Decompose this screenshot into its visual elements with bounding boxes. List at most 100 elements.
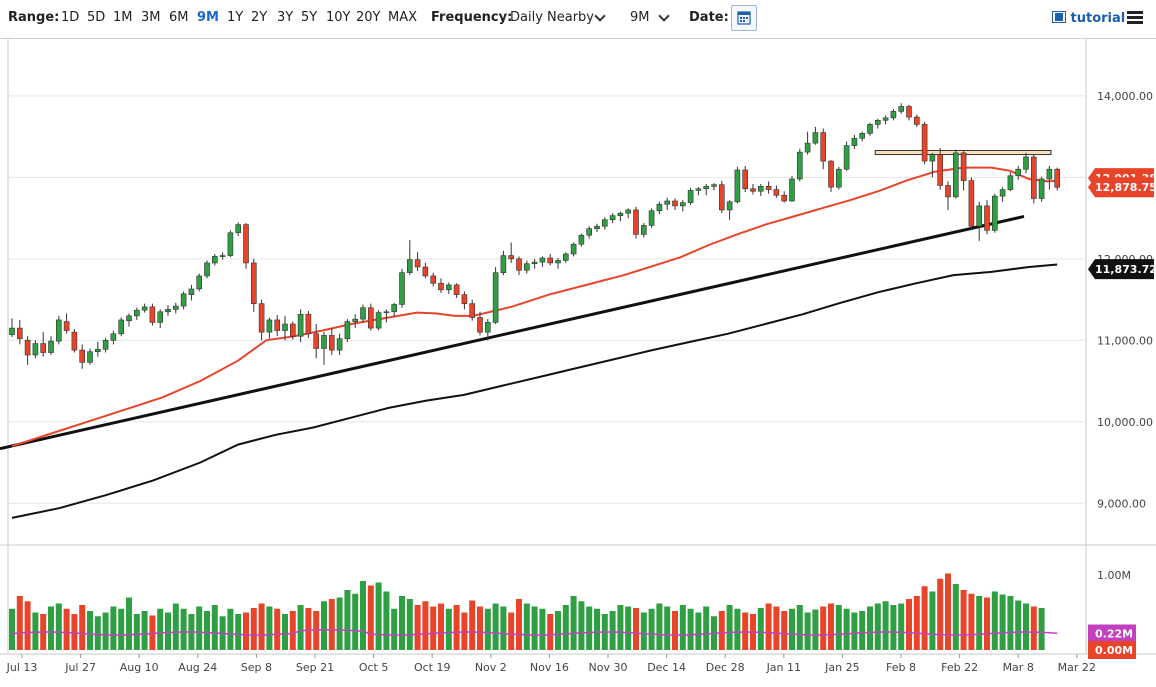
volume-bar xyxy=(531,606,538,650)
candle-body xyxy=(219,255,226,257)
range-button-1d[interactable]: 1D xyxy=(61,10,80,25)
x-tick-label: Sep 8 xyxy=(241,661,272,674)
candle-body xyxy=(375,312,382,329)
frequency-label: Frequency: xyxy=(431,10,513,25)
candle-body xyxy=(874,120,881,125)
range-button-1y[interactable]: 1Y xyxy=(227,10,244,25)
candle-body xyxy=(570,243,577,255)
volume-bar xyxy=(984,597,990,650)
candle-body xyxy=(718,184,725,211)
volume-bar xyxy=(94,616,101,650)
range-button-max[interactable]: MAX xyxy=(388,10,418,25)
range-button-3m[interactable]: 3M xyxy=(141,10,161,25)
range-button-2y[interactable]: 2Y xyxy=(251,10,268,25)
volume-bar xyxy=(484,608,491,650)
candle-body xyxy=(640,225,647,235)
candle-body xyxy=(1023,156,1029,170)
candle-body xyxy=(24,340,31,356)
price-chart[interactable]: 9,000.0010,000.0011,000.0012,000.0013,00… xyxy=(0,39,1156,687)
price-tag-label: 12,878.75 xyxy=(1095,181,1156,194)
candle-body xyxy=(703,186,710,190)
volume-bar xyxy=(547,614,554,650)
volume-zero-tag xyxy=(1088,641,1136,659)
volume-bar xyxy=(945,573,951,650)
candle-body xyxy=(180,293,187,307)
volume-bar xyxy=(586,606,593,650)
range-button-9m[interactable]: 9M xyxy=(197,10,219,25)
candle-body xyxy=(134,309,140,317)
candle-body xyxy=(71,331,78,351)
candle-body xyxy=(820,132,827,162)
candle-body xyxy=(547,257,554,264)
y-tick-label: 9,000.00 xyxy=(1097,497,1146,510)
candle-body xyxy=(251,262,257,304)
volume-bar xyxy=(874,603,881,650)
volume-bar xyxy=(391,608,398,650)
tutorial-link[interactable]: tutorial xyxy=(1052,11,1125,26)
volume-bar xyxy=(570,596,577,650)
range-button-10y[interactable]: 10Y xyxy=(326,10,351,25)
candle-body xyxy=(882,117,889,121)
price-tag xyxy=(1088,259,1154,280)
volume-bar xyxy=(929,591,936,650)
candle-body xyxy=(906,106,912,118)
candle-body xyxy=(648,210,655,226)
volume-bar xyxy=(414,605,421,650)
ma50-line xyxy=(11,166,1058,448)
volume-bar xyxy=(430,606,437,650)
volume-bar xyxy=(820,606,827,650)
frequency-select[interactable]: Daily Nearby xyxy=(510,10,595,25)
volume-bar xyxy=(211,605,218,650)
x-tick-label: Feb 22 xyxy=(941,661,978,674)
candle-body xyxy=(523,263,530,271)
volume-bar xyxy=(672,611,678,650)
period-select[interactable]: 9M xyxy=(630,10,650,25)
range-button-6m[interactable]: 6M xyxy=(169,10,189,25)
candle-body xyxy=(789,178,795,202)
range-button-1m[interactable]: 1M xyxy=(113,10,133,25)
volume-bar xyxy=(469,600,476,650)
candle-body xyxy=(601,219,608,227)
x-tick-label: Oct 19 xyxy=(414,661,451,674)
volume-bar xyxy=(71,614,78,650)
candle-body xyxy=(406,259,413,273)
range-button-20y[interactable]: 20Y xyxy=(356,10,381,25)
candle-body xyxy=(968,180,975,227)
candle-body xyxy=(508,255,515,260)
range-button-5d[interactable]: 5D xyxy=(87,10,106,25)
candle-body xyxy=(484,322,491,333)
volume-bar xyxy=(882,601,889,650)
candle-body xyxy=(360,307,366,320)
candle-body xyxy=(578,234,585,245)
volume-bar xyxy=(999,594,1006,650)
volume-bar xyxy=(1015,600,1022,650)
volume-bar xyxy=(126,597,132,650)
range-button-3y[interactable]: 3Y xyxy=(277,10,294,25)
volume-bar xyxy=(781,611,788,650)
volume-bar xyxy=(726,605,733,650)
volume-bar xyxy=(664,606,671,650)
volume-bar xyxy=(773,606,780,650)
candle-body xyxy=(859,133,866,139)
chevron-down-icon[interactable] xyxy=(594,10,606,22)
volume-bar xyxy=(235,614,242,650)
candle-body xyxy=(555,260,561,264)
volume-bar xyxy=(352,593,359,650)
candle-body xyxy=(976,205,983,227)
candle-body xyxy=(157,311,163,323)
calendar-button[interactable] xyxy=(731,5,757,31)
candle-body xyxy=(118,319,124,335)
volume-bar xyxy=(1007,596,1014,650)
candle-body xyxy=(952,152,959,198)
chevron-down-icon[interactable] xyxy=(658,10,670,22)
volume-bar xyxy=(165,612,171,650)
range-label: Range: xyxy=(8,10,60,25)
range-button-5y[interactable]: 5Y xyxy=(301,10,318,25)
candle-body xyxy=(63,321,70,331)
volume-bar xyxy=(375,582,382,650)
volume-bar xyxy=(492,603,499,650)
hamburger-menu-icon[interactable] xyxy=(1127,11,1143,25)
candle-body xyxy=(1038,178,1045,199)
candle-body xyxy=(141,306,148,311)
volume-bar xyxy=(32,612,39,650)
